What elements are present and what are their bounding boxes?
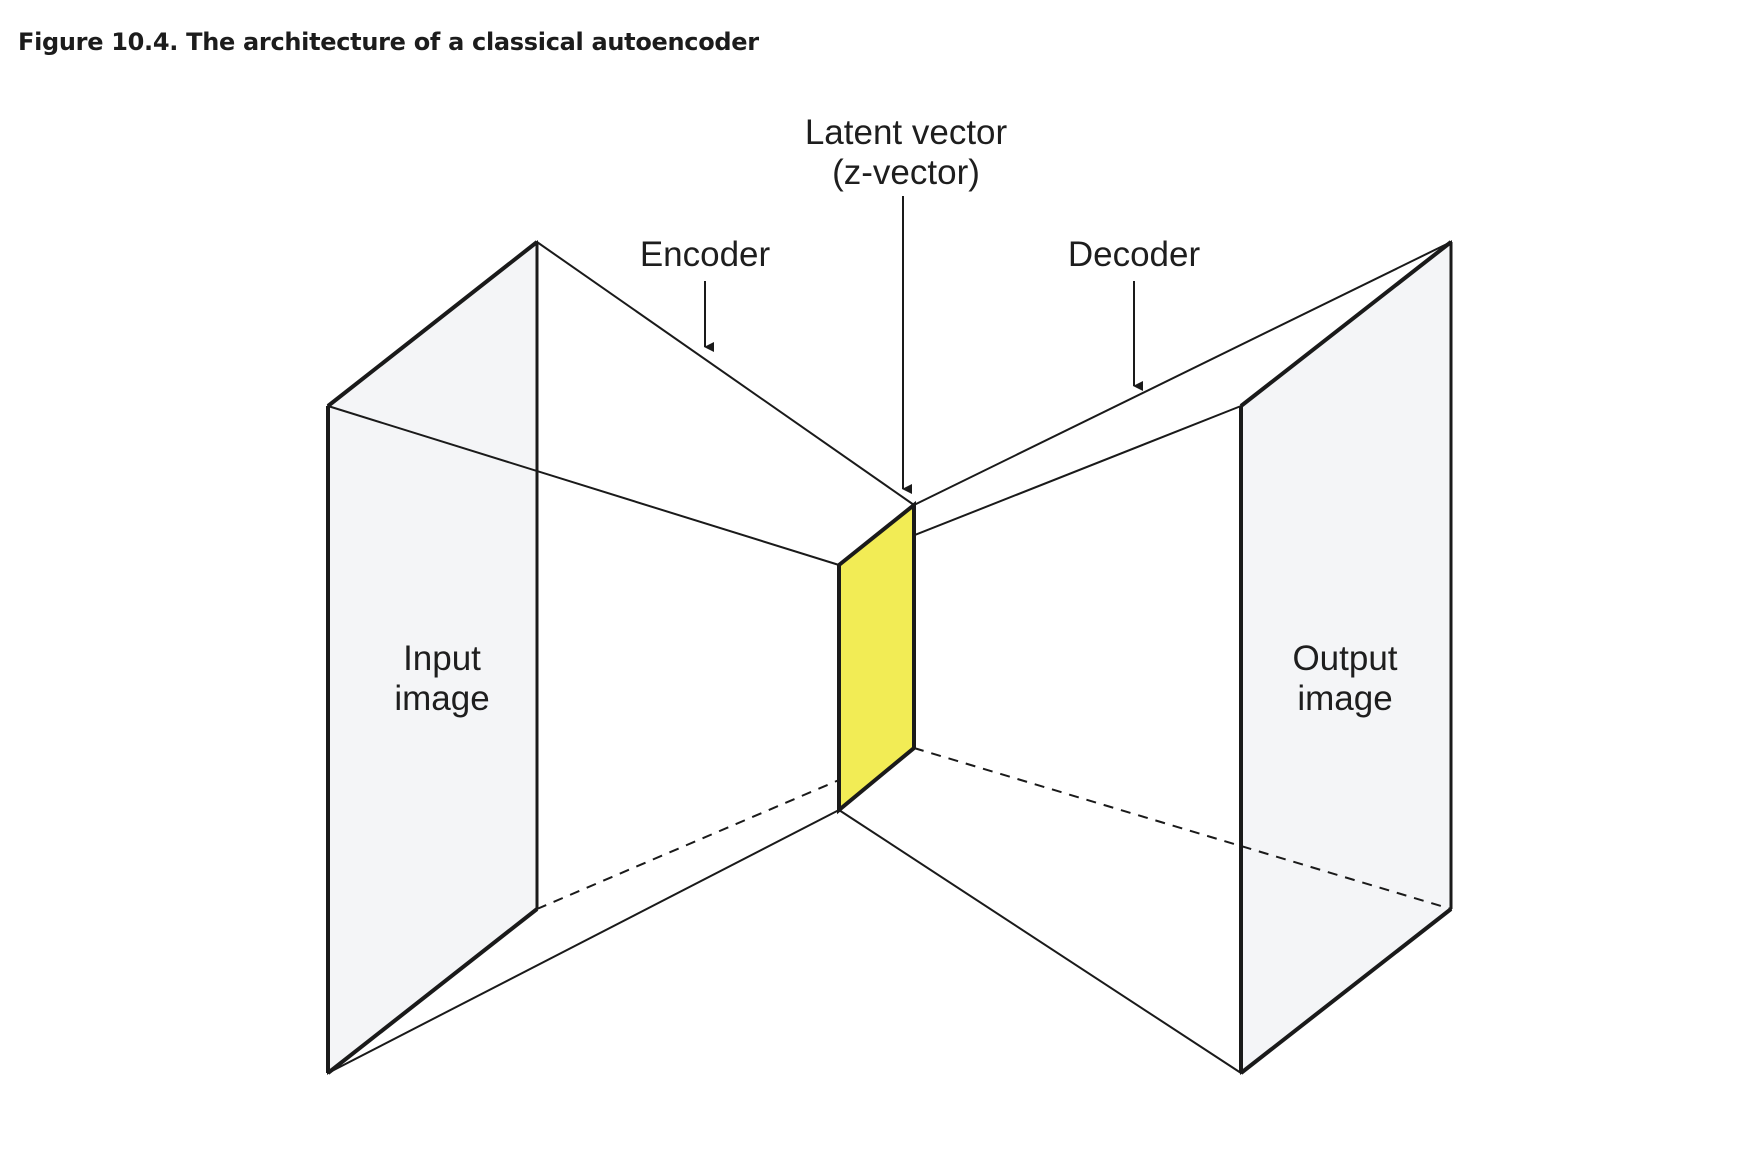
input-panel-bottom-edge — [326, 907, 539, 1075]
encoder-lower-back-edge — [536, 747, 915, 910]
encoder-upper-back-edge — [536, 241, 915, 506]
latent-vector-label-line1: Latent vector — [805, 113, 1008, 152]
output-panel-top-edge — [1239, 240, 1453, 408]
encoder-lower-front-edge — [327, 809, 840, 1074]
encoder-label: Encoder — [640, 235, 771, 274]
decoder-lower-front-edge — [838, 809, 1242, 1074]
encoder-upper-front-edge — [327, 405, 840, 566]
latent-vector-label-line2: (z-vector) — [832, 153, 980, 192]
input-image-label-line1: Input — [403, 639, 481, 678]
input-panel-top-edge — [326, 240, 539, 408]
figure-caption: Figure 10.4. The architecture of a class… — [18, 28, 759, 56]
output-panel-bottom-edge — [1239, 907, 1453, 1075]
output-image-label-line1: Output — [1292, 639, 1397, 678]
output-image-label-line2: image — [1297, 679, 1392, 718]
latent-vector-plane — [837, 500, 916, 815]
decoder-upper-back-edge — [913, 241, 1452, 506]
decoder-label: Decoder — [1068, 235, 1201, 274]
decoder-lower-back-edge — [913, 747, 1452, 910]
input-image-label-line2: image — [394, 679, 489, 718]
